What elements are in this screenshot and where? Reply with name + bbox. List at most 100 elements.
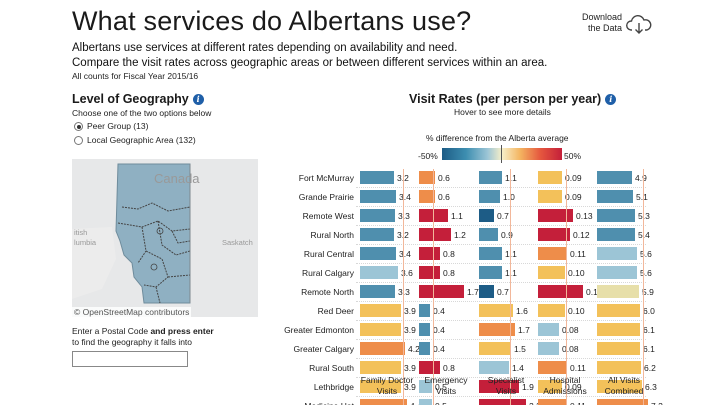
rate-value-label: 0.8 (443, 363, 455, 373)
rate-bar[interactable] (419, 171, 435, 184)
rate-bar[interactable] (538, 399, 567, 405)
column-header-line: Visits (435, 386, 457, 396)
rate-value-label: 0.09 (565, 382, 582, 392)
download-label: Download the Data (581, 12, 622, 33)
radio-peer-group[interactable]: Peer Group (13) (74, 121, 148, 132)
alberta-map[interactable]: Canada itish lumbia Saskatch © OpenStree… (72, 159, 258, 317)
column-header-line: Specialist (487, 375, 525, 385)
rate-bar[interactable] (419, 247, 440, 260)
rate-bar[interactable] (360, 323, 401, 336)
rate-bar[interactable] (538, 323, 559, 336)
info-icon[interactable]: i (192, 94, 204, 106)
rate-bar[interactable] (479, 247, 502, 260)
rate-bar[interactable] (360, 285, 395, 298)
rate-bar[interactable] (597, 285, 639, 298)
rate-bar[interactable] (479, 190, 500, 203)
rate-bar[interactable] (360, 342, 405, 355)
rate-bar[interactable] (360, 266, 398, 279)
rate-bar[interactable] (597, 247, 637, 260)
region-label: Rural Central (303, 249, 354, 259)
rate-bar[interactable] (538, 247, 567, 260)
average-reference-line (433, 169, 434, 405)
radio-unselected-icon[interactable] (74, 136, 83, 146)
rate-bar[interactable] (479, 171, 502, 184)
rate-bar[interactable] (538, 228, 570, 241)
rate-bar[interactable] (538, 304, 565, 317)
rate-bar[interactable] (360, 247, 396, 260)
rate-bar[interactable] (479, 342, 511, 355)
rate-bar[interactable] (419, 228, 451, 241)
rate-bar[interactable] (597, 209, 635, 222)
rate-value-label: 0.11 (570, 401, 586, 405)
rate-value-label: 0.13 (576, 211, 593, 221)
rate-bar[interactable] (479, 266, 502, 279)
rate-bar[interactable] (479, 361, 509, 374)
rate-value-label: 0.4 (433, 325, 445, 335)
rate-bar[interactable] (479, 380, 519, 393)
postal-code-input[interactable] (72, 351, 188, 367)
rate-bar[interactable] (479, 399, 526, 405)
rate-bar[interactable] (360, 171, 394, 184)
rate-bar[interactable] (419, 285, 464, 298)
radio-local-geographic-area[interactable]: Local Geographic Area (132) (74, 135, 196, 146)
rate-bar[interactable] (597, 171, 632, 184)
rate-bar[interactable] (360, 361, 401, 374)
rate-bar[interactable] (360, 399, 407, 405)
rate-bar[interactable] (597, 342, 640, 355)
info-icon[interactable]: i (605, 94, 617, 106)
rate-bar[interactable] (538, 266, 565, 279)
rate-bar[interactable] (479, 304, 513, 317)
download-data-button[interactable]: Download the Data (564, 12, 654, 40)
rate-bar[interactable] (419, 361, 440, 374)
rate-bar[interactable] (597, 361, 641, 374)
rate-value-label: 4.9 (635, 173, 647, 183)
rate-bar[interactable] (479, 285, 494, 298)
rate-bar[interactable] (419, 323, 430, 336)
rate-bar[interactable] (419, 190, 435, 203)
rate-bar[interactable] (479, 323, 515, 336)
rate-value-label: 0.7 (497, 211, 509, 221)
color-legend-bar (442, 148, 562, 160)
rate-value-label: 3.2 (397, 173, 409, 183)
rate-value-label: 5.1 (636, 192, 648, 202)
rate-bar[interactable] (597, 266, 637, 279)
rate-value-label: 0.10 (568, 306, 585, 316)
dashboard: What services do Albertans use? Download… (64, 0, 663, 405)
rate-bar[interactable] (479, 228, 498, 241)
rate-bar[interactable] (538, 190, 562, 203)
rate-bar[interactable] (360, 304, 401, 317)
region-label: Red Deer (317, 306, 354, 316)
rate-bar[interactable] (419, 342, 430, 355)
rate-bar[interactable] (360, 380, 401, 393)
radio-selected-icon[interactable] (74, 122, 83, 132)
rate-bar[interactable] (538, 209, 573, 222)
rate-bar[interactable] (538, 342, 559, 355)
rate-value-label: 3.4 (399, 249, 411, 259)
postal-code-label: Enter a Postal Code and press enter to f… (72, 326, 214, 347)
rate-bar[interactable] (597, 323, 640, 336)
rate-bar[interactable] (360, 209, 395, 222)
rate-bar[interactable] (597, 304, 640, 317)
rate-bar[interactable] (597, 190, 633, 203)
rate-bar[interactable] (419, 304, 430, 317)
rate-value-label: 3.9 (404, 306, 416, 316)
rate-bar[interactable] (419, 266, 440, 279)
rate-bar[interactable] (538, 285, 583, 298)
rate-bar[interactable] (479, 209, 494, 222)
rate-value-label: 0.8 (443, 249, 455, 259)
rate-bar[interactable] (538, 380, 562, 393)
rate-bar[interactable] (538, 361, 567, 374)
cloud-download-icon (626, 15, 652, 34)
rate-bar[interactable] (597, 228, 635, 241)
column-header: Emergency Visits (411, 375, 481, 397)
rate-bar[interactable] (597, 380, 642, 393)
rate-bar[interactable] (360, 228, 394, 241)
rate-bar[interactable] (419, 399, 432, 405)
rate-value-label: 3.6 (401, 268, 413, 278)
rate-bar[interactable] (419, 380, 432, 393)
column-header-line: Emergency (424, 375, 468, 385)
region-label: Fort McMurray (298, 173, 354, 183)
rate-bar[interactable] (597, 399, 648, 405)
rate-bar[interactable] (360, 190, 396, 203)
rate-bar[interactable] (538, 171, 562, 184)
